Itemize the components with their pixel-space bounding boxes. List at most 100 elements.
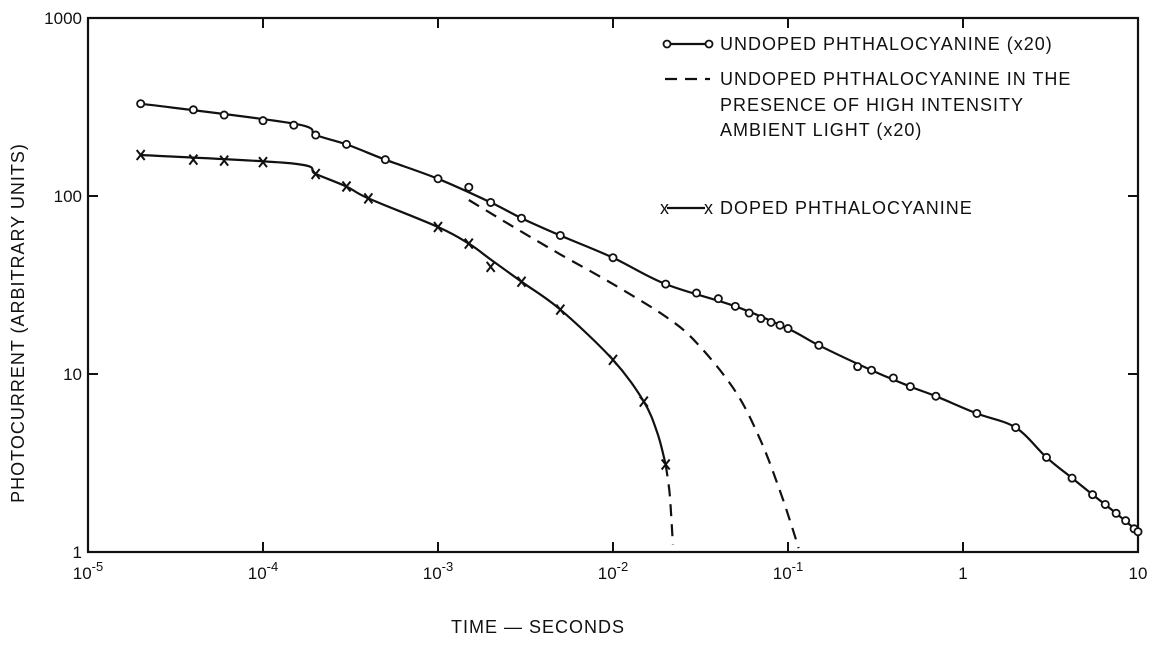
data-point-circle	[866, 365, 876, 375]
data-point-circle	[756, 314, 766, 324]
data-point-circle	[341, 139, 351, 149]
data-point-x	[258, 156, 268, 168]
data-point-circle	[555, 230, 565, 240]
data-point-circle	[188, 105, 198, 115]
data-point-circle	[661, 279, 671, 289]
data-point-circle	[766, 317, 776, 327]
data-point-circle	[464, 182, 474, 192]
data-point-circle	[1111, 508, 1121, 518]
data-point-circle	[1100, 499, 1110, 509]
data-point-circle	[1121, 516, 1131, 526]
data-point-x	[516, 276, 527, 288]
x-tick-label: 10-1	[773, 559, 803, 583]
data-point-circle	[1133, 527, 1143, 537]
x-marker-stroke	[464, 238, 474, 250]
x-marker-stroke	[310, 168, 321, 180]
x-tick-label: 10-3	[423, 559, 453, 583]
x-tick-label: 10-5	[73, 559, 103, 583]
x-marker-stroke	[485, 261, 496, 273]
data-point-circle	[289, 120, 299, 130]
data-point-circle	[219, 110, 229, 120]
y-tick-label: 1000	[44, 9, 82, 28]
legend-label-ambient-line3: AMBIENT LIGHT (x20)	[720, 120, 922, 140]
legend-entry-undoped: UNDOPED PHTHALOCYANINE (x20)	[662, 34, 1053, 54]
data-point-circle	[814, 340, 824, 350]
data-point-x	[310, 168, 321, 180]
data-point-circle	[775, 320, 785, 330]
data-point-circle	[486, 197, 496, 207]
data-point-circle	[258, 116, 268, 126]
data-point-circle	[853, 362, 863, 372]
data-point-x	[363, 192, 374, 204]
x-marker-stroke	[219, 155, 229, 167]
x-marker-stroke	[555, 303, 566, 316]
data-point-x	[660, 458, 671, 471]
data-point-circle	[608, 253, 618, 263]
x-tick-label: 1	[958, 564, 967, 583]
series-line-2	[140, 153, 667, 465]
series-line-0	[140, 102, 1139, 533]
legend-circle-marker-right	[704, 39, 714, 49]
data-point-x	[555, 303, 566, 316]
data-point-circle	[1011, 423, 1021, 433]
x-axis-title: TIME — SECONDS	[451, 617, 625, 637]
data-point-x	[433, 221, 443, 233]
legend-entry-ambient: UNDOPED PHTHALOCYANINE IN THE PRESENCE O…	[665, 69, 1071, 140]
data-point-circle	[905, 382, 915, 392]
data-point-circle	[516, 213, 526, 223]
data-point-circle	[744, 308, 754, 318]
x-marker-stroke	[660, 458, 671, 471]
data-point-circle	[1088, 490, 1098, 500]
legend-label-doped: DOPED PHTHALOCYANINE	[720, 198, 973, 218]
x-tick-label: 10	[1129, 564, 1148, 583]
x-marker-stroke	[608, 354, 618, 366]
data-point-x	[485, 261, 496, 273]
x-marker-stroke	[258, 156, 268, 168]
data-point-x	[188, 154, 199, 166]
data-point-circle	[311, 130, 321, 140]
x-marker-stroke	[188, 154, 199, 166]
y-tick-label: 1	[73, 543, 82, 562]
y-tick-label: 100	[54, 187, 82, 206]
data-point-circle	[888, 373, 898, 383]
data-point-circle	[783, 324, 793, 334]
data-point-circle	[136, 99, 146, 109]
data-point-x	[341, 180, 352, 193]
data-point-circle	[691, 288, 701, 298]
series-dashed-tail-2	[664, 464, 674, 545]
x-marker-stroke	[341, 180, 352, 193]
x-marker-stroke	[639, 395, 649, 408]
axis-ticks	[87, 17, 1139, 553]
series-layer	[140, 102, 1139, 549]
legend-label-undoped: UNDOPED PHTHALOCYANINE (x20)	[720, 34, 1053, 54]
legend-label-ambient-line2: PRESENCE OF HIGH INTENSITY	[720, 95, 1024, 115]
data-point-circle	[1067, 473, 1077, 483]
data-point-circle	[730, 301, 740, 311]
data-point-circle	[713, 294, 723, 304]
x-marker-stroke	[363, 192, 374, 204]
x-marker-stroke	[516, 276, 527, 288]
data-point-x	[219, 155, 229, 167]
legend: UNDOPED PHTHALOCYANINE (x20) UNDOPED PHT…	[660, 34, 1071, 218]
data-point-circle	[1041, 452, 1051, 462]
x-marker-stroke	[433, 221, 443, 233]
data-point-circle	[931, 391, 941, 401]
data-point-x	[135, 149, 146, 161]
legend-entry-doped: x x DOPED PHTHALOCYANINE	[660, 198, 973, 218]
tick-labels: 10-5 10-4 10-3 10-2 10-1 1 10 1 10 100 1000	[44, 9, 1147, 583]
data-point-circle	[972, 408, 982, 418]
data-point-x	[639, 395, 649, 408]
markers-layer	[135, 99, 1143, 537]
legend-x-marker-left: x	[660, 198, 670, 218]
x-tick-label: 10-4	[248, 559, 278, 583]
legend-label-ambient-line1: UNDOPED PHTHALOCYANINE IN THE	[720, 69, 1071, 89]
y-tick-label: 10	[63, 365, 82, 384]
x-marker-stroke	[135, 149, 146, 161]
x-tick-label: 10-2	[598, 559, 628, 583]
series-line-1	[468, 199, 800, 549]
data-point-circle	[433, 174, 443, 184]
data-point-x	[464, 238, 474, 250]
y-axis-title: PHOTOCURRENT (ARBITRARY UNITS)	[8, 143, 28, 503]
legend-circle-marker-left	[662, 39, 672, 49]
